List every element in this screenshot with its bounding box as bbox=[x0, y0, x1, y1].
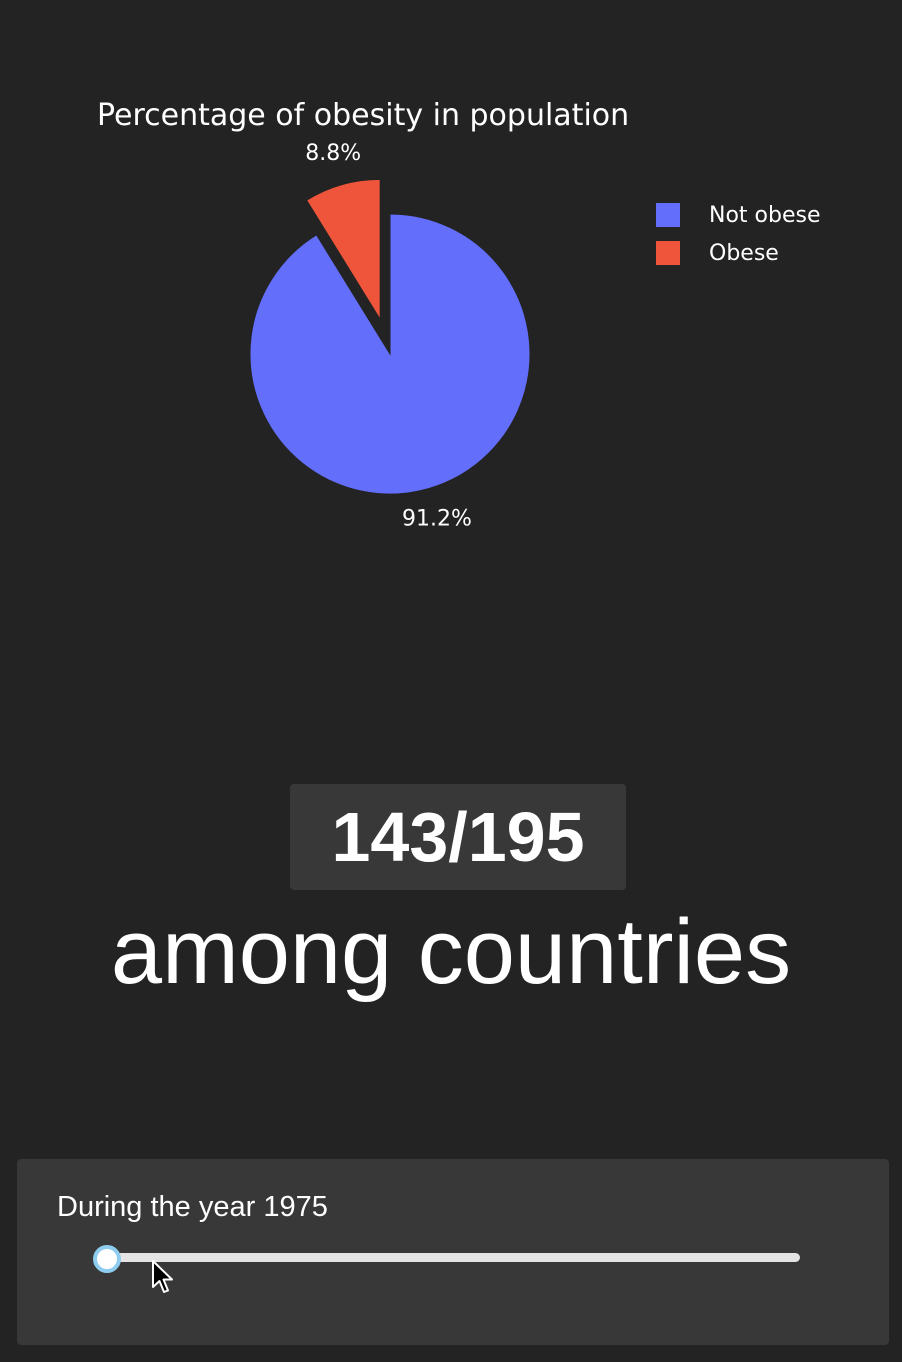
slice-label-not-obese: 91.2% bbox=[402, 506, 472, 531]
rank-value-badge: 143/195 bbox=[290, 784, 626, 890]
legend-swatch-obese bbox=[656, 241, 680, 265]
year-slider-track[interactable] bbox=[106, 1253, 800, 1262]
rank-caption: among countries bbox=[110, 901, 792, 1003]
chart-title: Percentage of obesity in population bbox=[97, 98, 630, 133]
chart-legend: Not obese Obese bbox=[656, 196, 821, 272]
mouse-pointer-icon bbox=[152, 1260, 173, 1293]
slice-label-obese: 8.8% bbox=[305, 141, 361, 166]
pie-slice-obese[interactable] bbox=[305, 178, 381, 322]
pie-slices bbox=[249, 178, 531, 495]
legend-swatch-not-obese bbox=[656, 203, 680, 227]
year-slider-label: During the year 1975 bbox=[57, 1191, 328, 1223]
pie-chart-svg: 91.2% 8.8% bbox=[249, 141, 531, 532]
pie-chart: 91.2% 8.8% Percentage of obesity in popul… bbox=[0, 0, 902, 620]
legend-label-not-obese: Not obese bbox=[709, 202, 821, 228]
legend-item-not-obese[interactable]: Not obese bbox=[656, 196, 821, 234]
year-slider-panel: During the year 1975 bbox=[17, 1159, 889, 1345]
year-slider-handle[interactable] bbox=[93, 1245, 121, 1273]
legend-item-obese[interactable]: Obese bbox=[656, 234, 821, 272]
pie-slice-not-obese[interactable] bbox=[249, 213, 531, 495]
pie-slice-labels: 91.2% 8.8% bbox=[305, 141, 472, 532]
legend-label-obese: Obese bbox=[709, 240, 779, 266]
